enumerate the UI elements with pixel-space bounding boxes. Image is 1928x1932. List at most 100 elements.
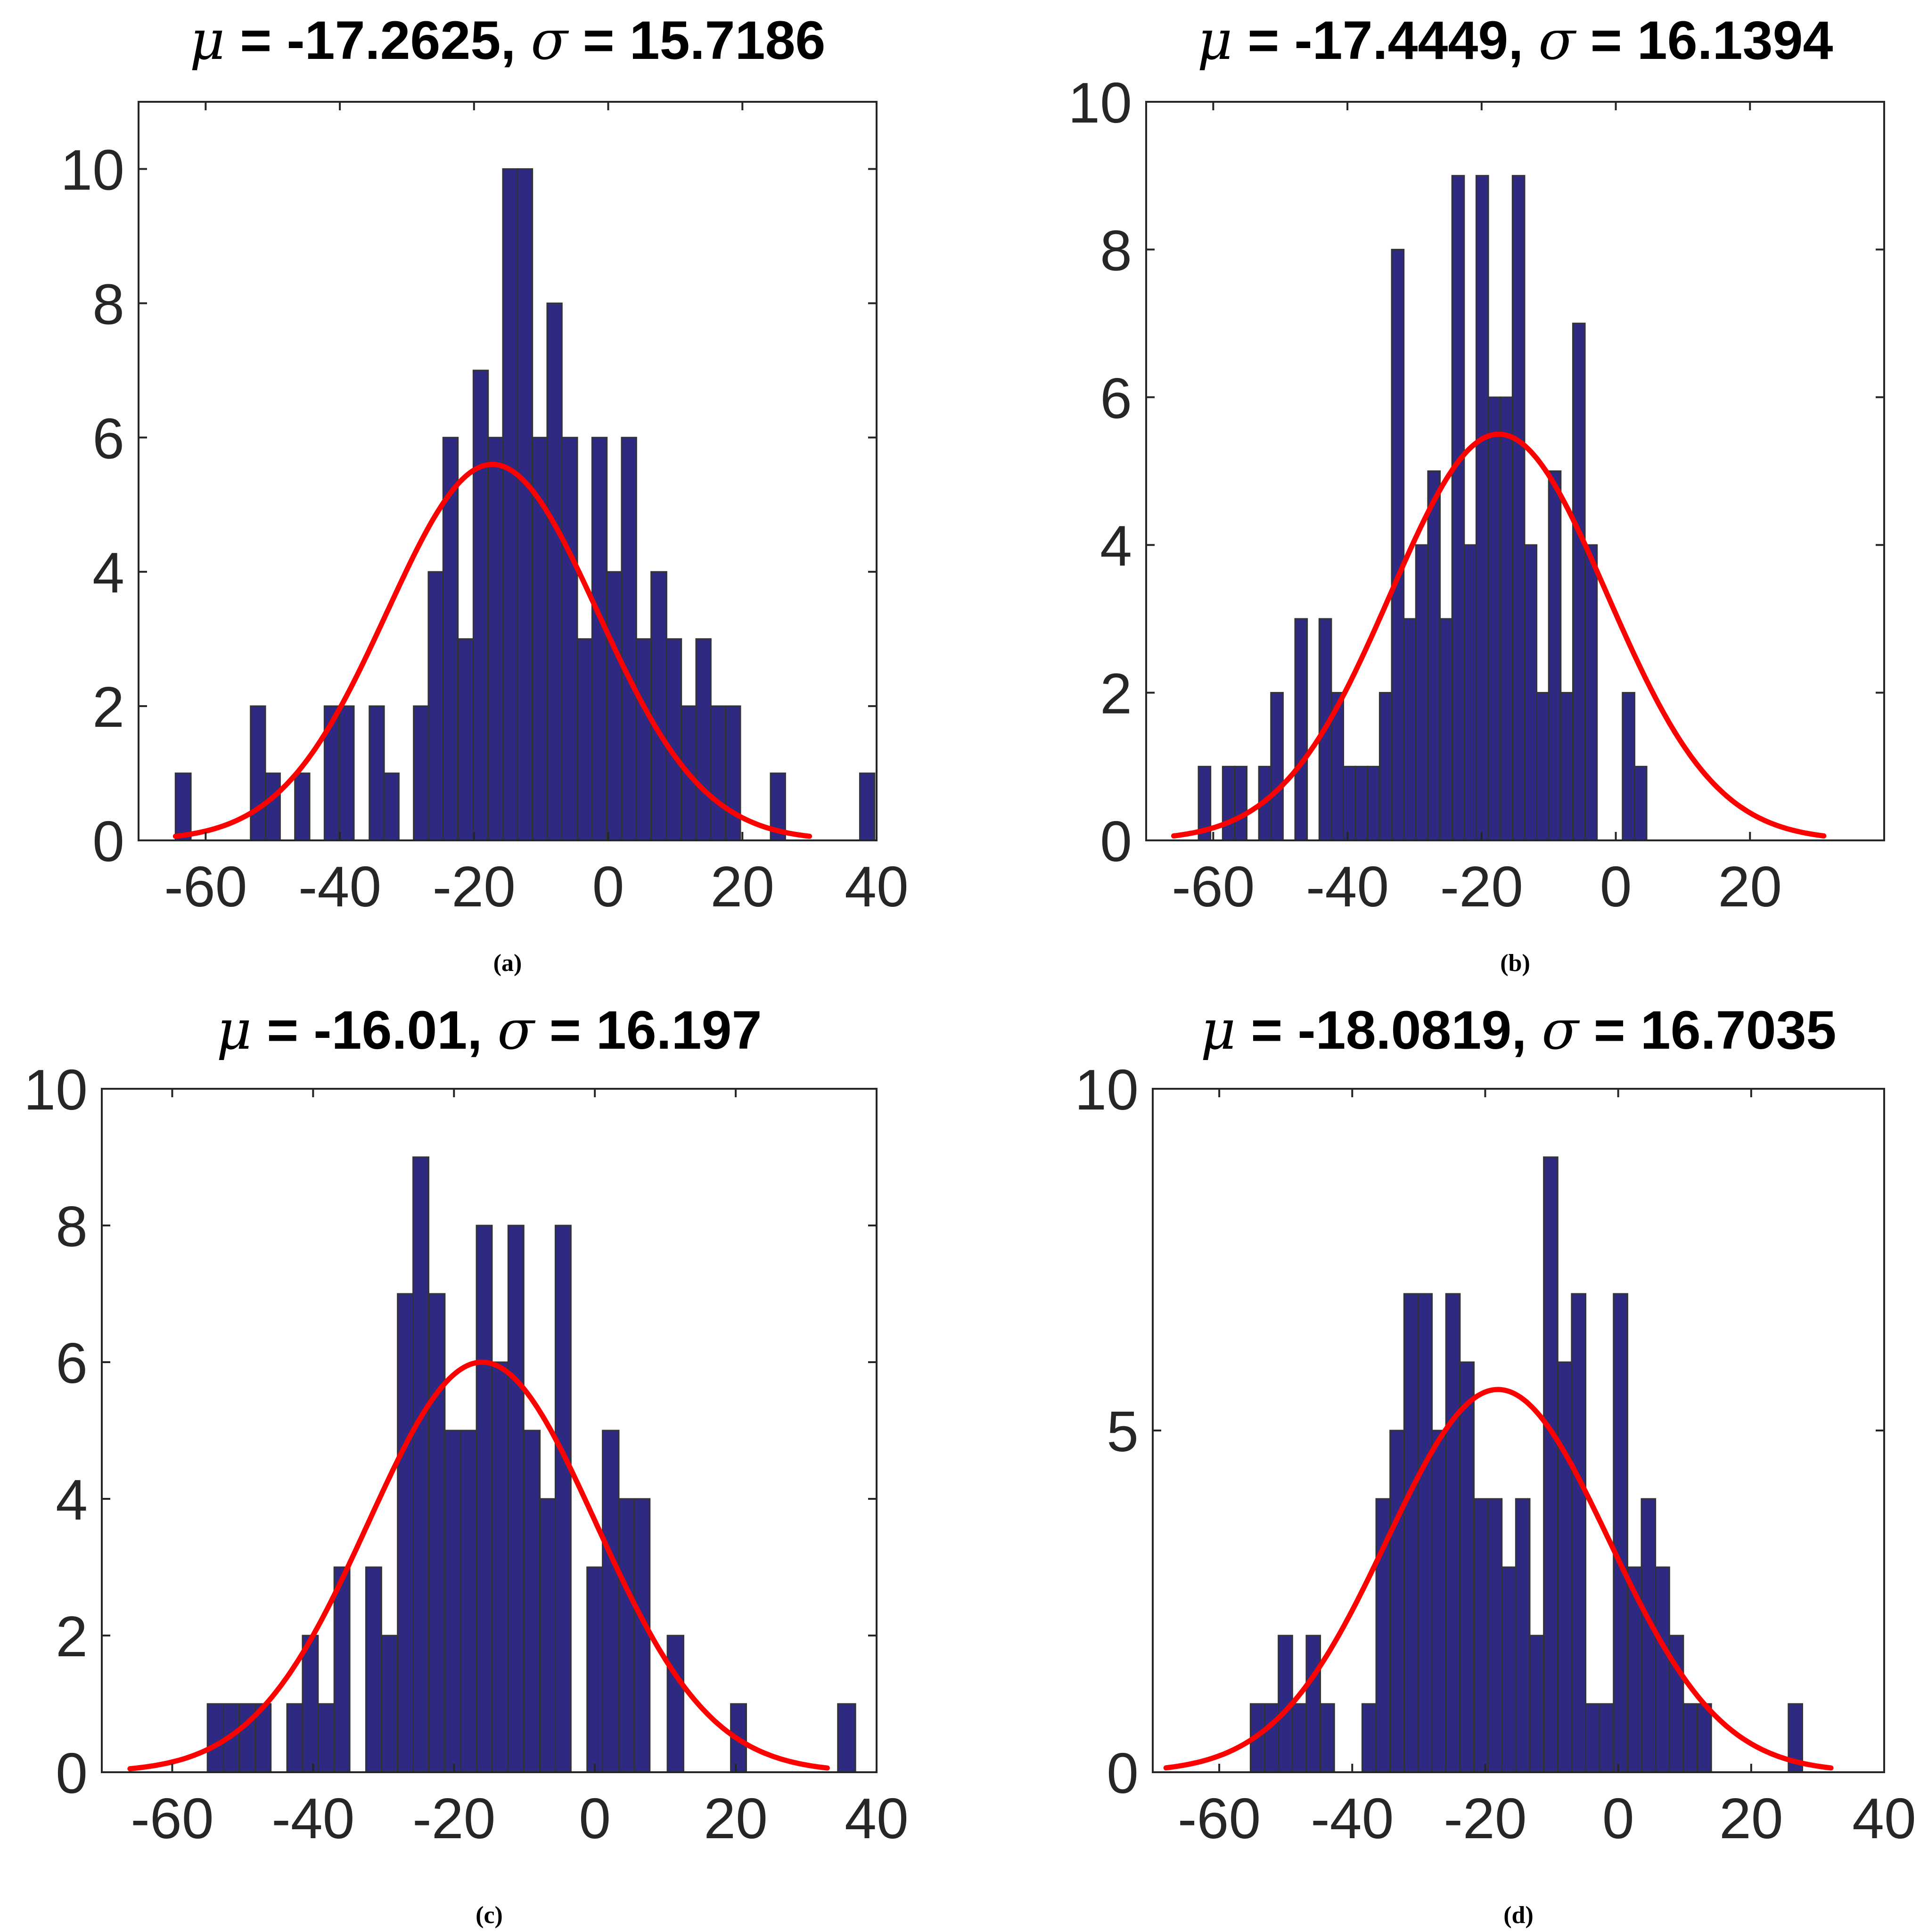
histogram-bar bbox=[576, 638, 593, 841]
sigma-symbol: σ bbox=[1538, 9, 1577, 72]
histogram-bar bbox=[1222, 765, 1236, 841]
chart-title: μ = -17.2625, σ = 15.7186 bbox=[190, 9, 826, 72]
y-tick-label: 6 bbox=[92, 406, 124, 470]
histogram-bar bbox=[383, 773, 400, 841]
title-equals: = bbox=[534, 1000, 596, 1061]
x-tick-label: -40 bbox=[271, 1786, 354, 1850]
y-tick-label: 0 bbox=[1100, 809, 1132, 873]
chart-title: μ = -17.4449, σ = 16.1394 bbox=[1198, 9, 1833, 72]
y-tick-label: 10 bbox=[60, 138, 124, 202]
y-tick-label: 2 bbox=[92, 675, 124, 739]
histogram-bar bbox=[1572, 322, 1586, 841]
histogram-bar bbox=[413, 705, 429, 841]
histogram-bar bbox=[1585, 1703, 1600, 1773]
histogram-bar bbox=[294, 773, 311, 841]
y-tick-label: 10 bbox=[24, 1058, 88, 1122]
histogram-bar bbox=[333, 1566, 351, 1773]
histogram-bar bbox=[837, 1703, 856, 1773]
histogram-bar bbox=[369, 705, 385, 841]
histogram-bar bbox=[554, 1225, 572, 1773]
histogram-bar bbox=[476, 1225, 493, 1773]
y-tick-label: 5 bbox=[1107, 1399, 1139, 1463]
histogram-bar bbox=[1557, 1361, 1573, 1773]
x-tick-label: -20 bbox=[412, 1786, 495, 1850]
sigma-value: 15.7186 bbox=[630, 10, 826, 71]
histogram-bar bbox=[1305, 1635, 1321, 1773]
histogram-bar bbox=[546, 302, 563, 841]
title-separator: , bbox=[500, 10, 531, 71]
axes-box bbox=[138, 101, 878, 841]
x-tick-label: -60 bbox=[1172, 855, 1255, 919]
histogram-bar bbox=[1445, 1293, 1461, 1773]
histogram-bar bbox=[1560, 692, 1574, 841]
normal-fit-curve bbox=[172, 461, 812, 839]
title-separator: , bbox=[1508, 10, 1538, 71]
y-tick-label: 10 bbox=[1068, 71, 1132, 135]
panel-caption: (d) bbox=[1503, 1902, 1534, 1929]
histogram-bar bbox=[1584, 544, 1598, 841]
y-tick-label: 6 bbox=[1100, 366, 1132, 430]
y-tick-label: 8 bbox=[92, 272, 124, 336]
y-tick-label: 2 bbox=[56, 1604, 88, 1669]
histogram-bar bbox=[1451, 175, 1465, 841]
histogram-bar bbox=[1571, 1293, 1587, 1773]
panels-container: μ = -17.2625, σ = 15.7186-60 -40 -20 0 20 400… bbox=[24, 9, 1916, 1929]
histogram-bar bbox=[427, 571, 444, 841]
panel-caption: (c) bbox=[476, 1902, 503, 1929]
histogram-bar bbox=[491, 1361, 509, 1773]
histogram-bar bbox=[1599, 1703, 1615, 1773]
x-tick-label: -20 bbox=[1444, 1786, 1526, 1850]
y-tick-label: 4 bbox=[1100, 514, 1132, 578]
x-tick-label: -40 bbox=[298, 855, 381, 919]
histogram-bar bbox=[1501, 1566, 1517, 1773]
histogram-bar bbox=[412, 1156, 429, 1773]
mu-symbol: μ bbox=[1201, 999, 1236, 1062]
x-tick-label: -20 bbox=[433, 855, 516, 919]
histogram-bar bbox=[1655, 1566, 1670, 1773]
histogram-bar bbox=[1622, 692, 1635, 841]
histogram-bar bbox=[487, 436, 504, 841]
sigma-symbol: σ bbox=[531, 9, 569, 72]
histogram-bar bbox=[250, 705, 266, 841]
histogram-bar bbox=[1463, 544, 1477, 841]
histogram-bar bbox=[517, 168, 533, 841]
mu-value: -16.01 bbox=[313, 1000, 467, 1061]
histogram-bar bbox=[1536, 692, 1550, 841]
histogram-bar bbox=[1291, 1703, 1307, 1773]
histogram-bar bbox=[286, 1703, 304, 1773]
x-tick-label: -40 bbox=[1306, 855, 1389, 919]
histogram-bar bbox=[427, 1293, 446, 1773]
histogram-bar bbox=[444, 1430, 461, 1773]
x-tick-label: 0 bbox=[592, 855, 624, 919]
histogram-bar bbox=[591, 436, 608, 841]
histogram-bar bbox=[586, 1566, 604, 1773]
histogram-bar bbox=[1361, 1703, 1377, 1773]
histogram-bar bbox=[1529, 1635, 1545, 1773]
histogram-bar bbox=[1613, 1293, 1628, 1773]
title-equals: = bbox=[1232, 10, 1294, 71]
mu-symbol: μ bbox=[1198, 9, 1233, 72]
sigma-symbol: σ bbox=[1542, 999, 1580, 1062]
y-tick-label: 0 bbox=[1107, 1741, 1139, 1805]
x-tick-label: 40 bbox=[845, 1786, 909, 1850]
panel-caption: (a) bbox=[493, 950, 522, 977]
mu-value: -17.2625 bbox=[287, 10, 500, 71]
y-tick-label: 0 bbox=[56, 1741, 88, 1805]
bars-group bbox=[206, 1156, 856, 1773]
title-separator: , bbox=[467, 1000, 497, 1061]
histogram-bar bbox=[1511, 175, 1526, 841]
histogram-bar bbox=[1354, 765, 1369, 841]
histogram-bar bbox=[206, 1703, 225, 1773]
histogram-bar bbox=[1524, 544, 1538, 841]
panel-caption: (b) bbox=[1500, 950, 1530, 977]
histogram-bar bbox=[365, 1566, 382, 1773]
y-tick-label: 4 bbox=[56, 1468, 88, 1532]
title-equals: = bbox=[1236, 1000, 1297, 1061]
histogram-bar bbox=[606, 571, 623, 841]
normal-fit-curve bbox=[127, 1359, 830, 1772]
sigma-value: 16.197 bbox=[596, 1000, 762, 1061]
x-tick-label: 20 bbox=[1718, 855, 1782, 919]
histogram-panel-a: μ = -17.2625, σ = 15.7186 -60 -40 -20 0 20 40 0… bbox=[60, 9, 909, 977]
x-tick-label: -40 bbox=[1311, 1786, 1394, 1850]
